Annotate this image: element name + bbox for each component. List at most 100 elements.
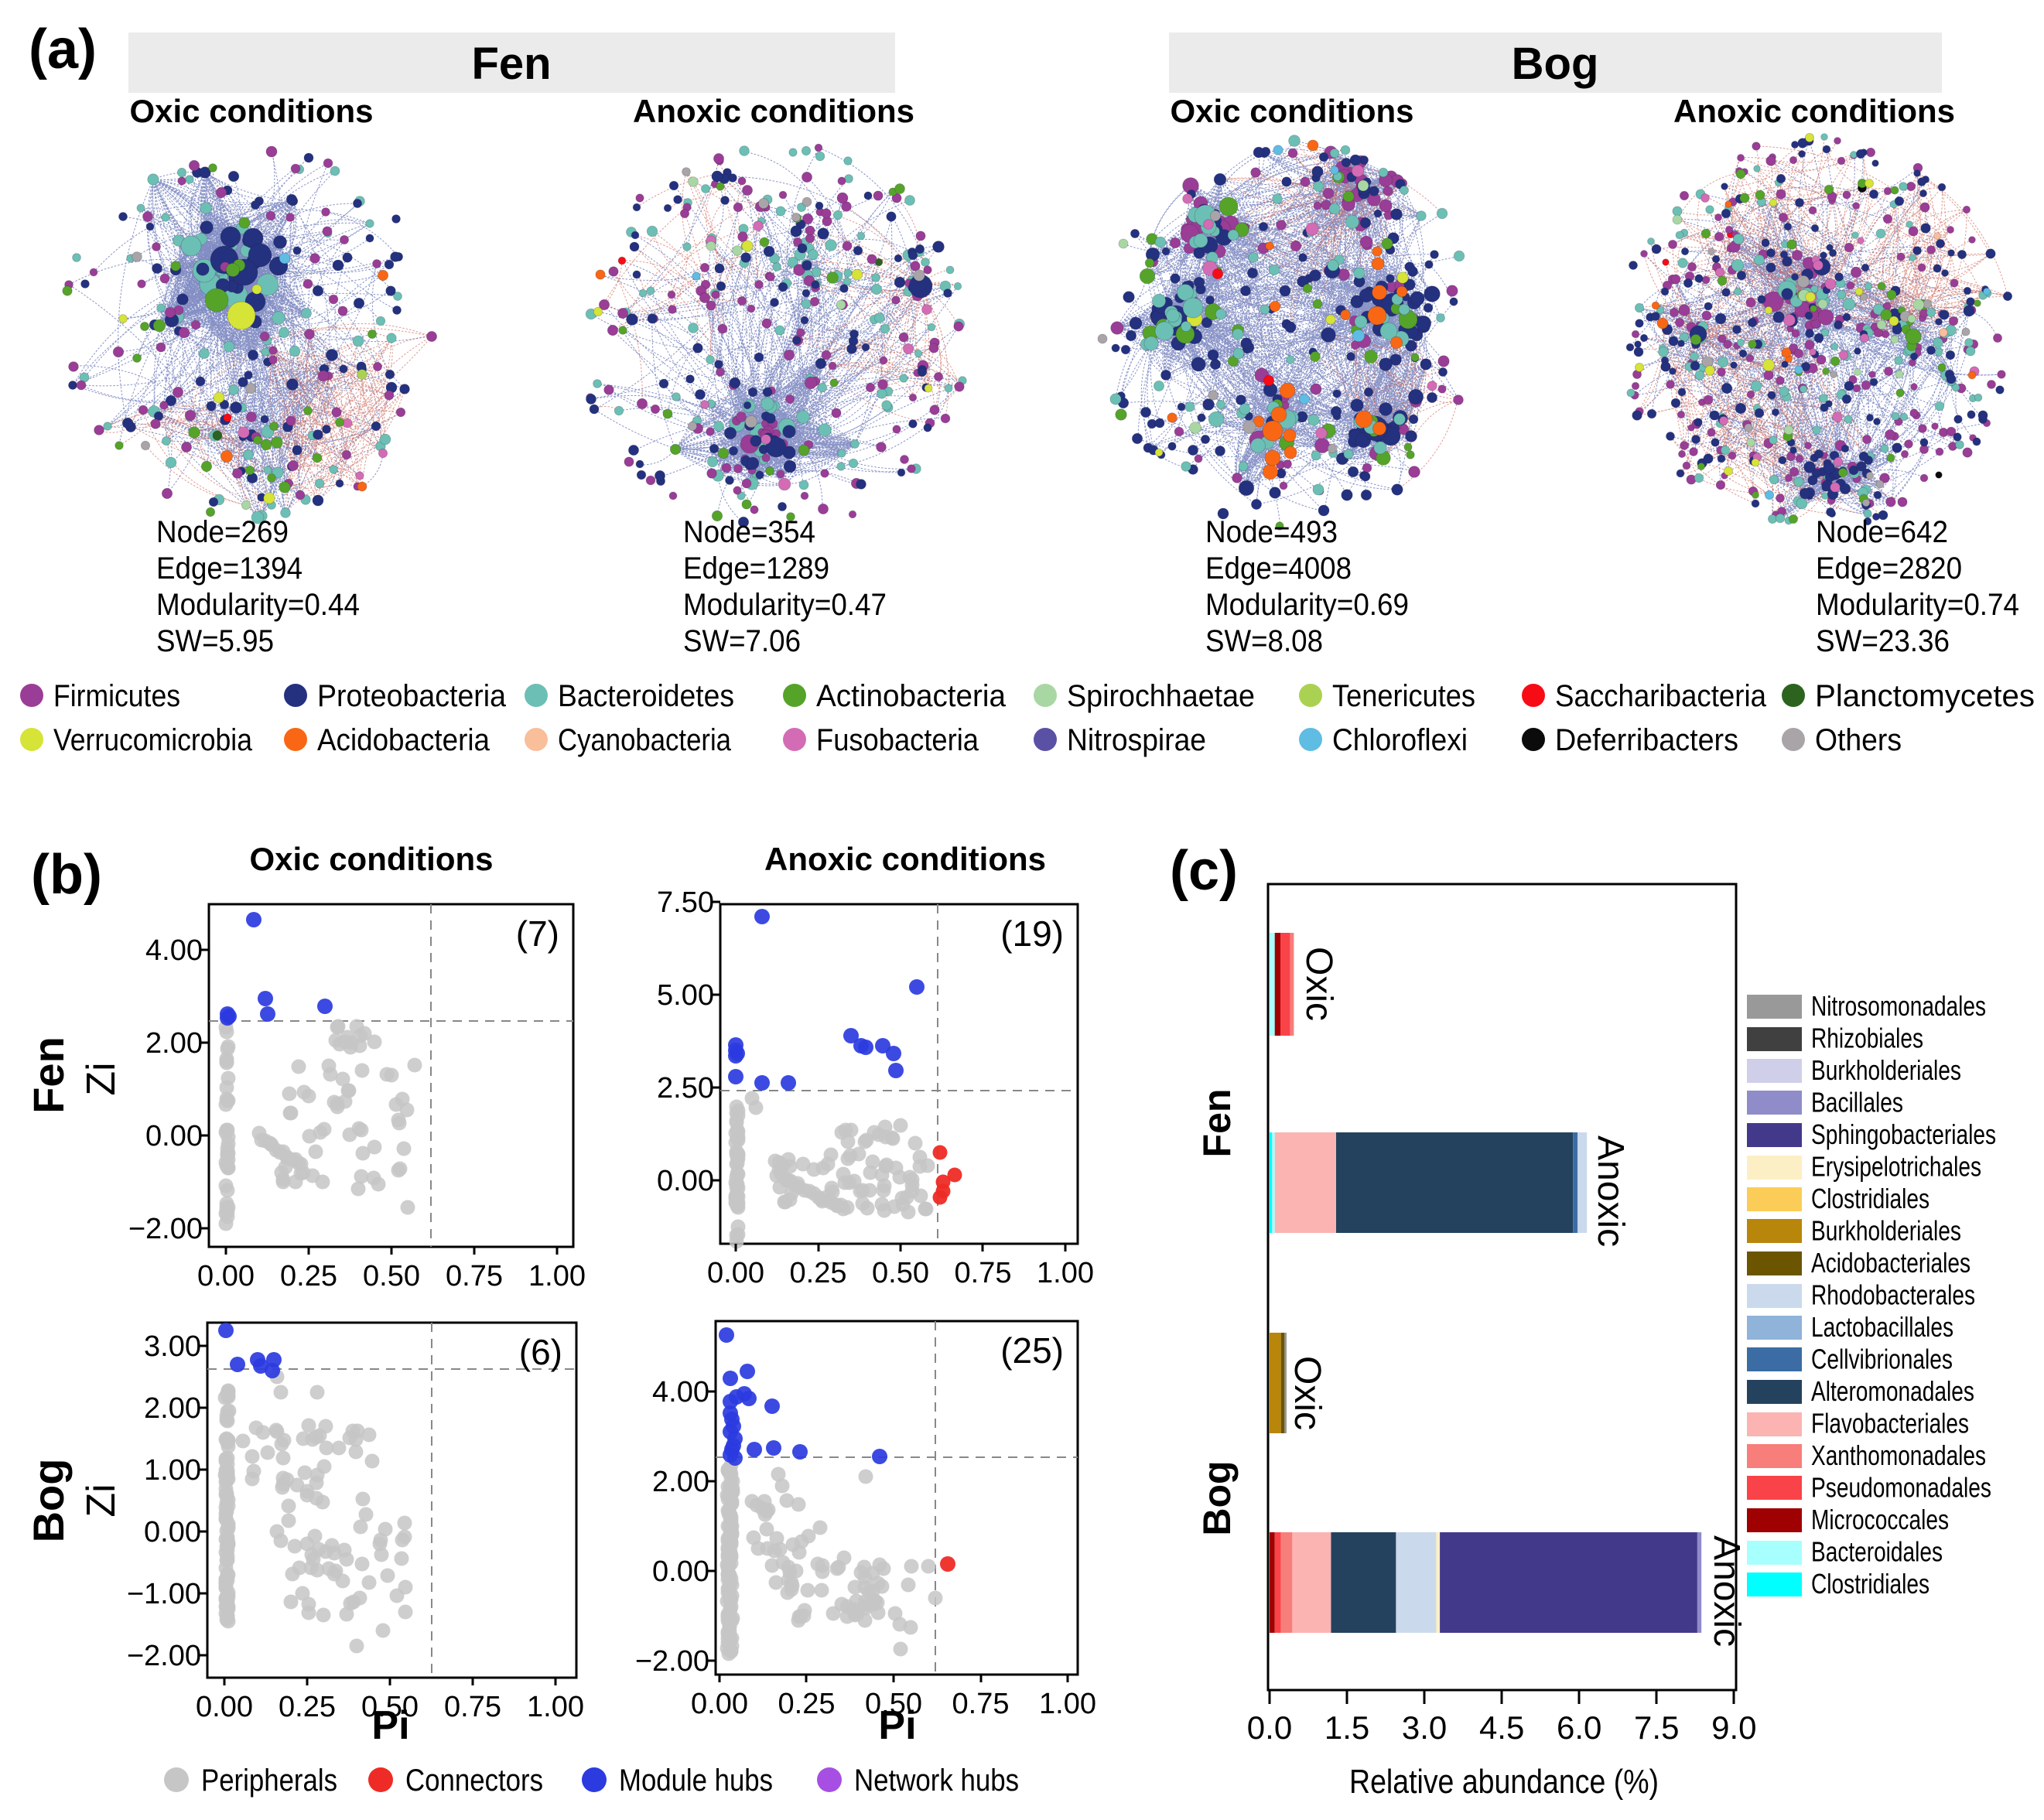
svg-text:2.00: 2.00 bbox=[652, 1466, 709, 1498]
svg-text:0.0: 0.0 bbox=[1247, 1709, 1292, 1746]
svg-text:0.00: 0.00 bbox=[197, 1260, 255, 1292]
svg-text:5.00: 5.00 bbox=[657, 979, 714, 1012]
svg-text:(19): (19) bbox=[1000, 913, 1064, 954]
svg-text:0.75: 0.75 bbox=[446, 1260, 503, 1292]
svg-text:1.00: 1.00 bbox=[144, 1454, 201, 1487]
svg-text:0.00: 0.00 bbox=[196, 1691, 253, 1723]
svg-text:Oxic conditions: Oxic conditions bbox=[249, 841, 493, 877]
svg-text:(25): (25) bbox=[1000, 1330, 1064, 1371]
svg-text:−1.00: −1.00 bbox=[127, 1578, 201, 1610]
svg-text:SW=23.36: SW=23.36 bbox=[1816, 624, 1950, 658]
svg-text:9.0: 9.0 bbox=[1711, 1709, 1756, 1746]
svg-text:Modularity=0.74: Modularity=0.74 bbox=[1816, 588, 2019, 622]
svg-text:Spirochhaetae: Spirochhaetae bbox=[1067, 679, 1255, 713]
svg-text:0.00: 0.00 bbox=[707, 1257, 764, 1289]
svg-text:Modularity=0.47: Modularity=0.47 bbox=[683, 588, 887, 622]
svg-text:Bog: Bog bbox=[24, 1459, 73, 1543]
svg-text:Edge=1394: Edge=1394 bbox=[156, 551, 302, 586]
svg-text:Pseudomonadales: Pseudomonadales bbox=[1811, 1472, 1991, 1504]
svg-text:0.50: 0.50 bbox=[865, 1688, 922, 1720]
svg-text:1.00: 1.00 bbox=[1039, 1688, 1096, 1720]
svg-text:0.75: 0.75 bbox=[952, 1688, 1010, 1720]
svg-text:7.5: 7.5 bbox=[1634, 1709, 1679, 1746]
svg-text:Anoxic conditions: Anoxic conditions bbox=[1673, 93, 1955, 129]
svg-text:Zi: Zi bbox=[79, 1484, 124, 1517]
svg-text:(b): (b) bbox=[31, 844, 102, 906]
svg-text:Edge=4008: Edge=4008 bbox=[1205, 551, 1352, 586]
svg-text:Anoxic conditions: Anoxic conditions bbox=[764, 841, 1046, 877]
svg-text:Fusobacteria: Fusobacteria bbox=[816, 723, 979, 757]
svg-text:−2.00: −2.00 bbox=[127, 1640, 201, 1672]
svg-text:Firmicutes: Firmicutes bbox=[53, 679, 180, 713]
svg-text:4.00: 4.00 bbox=[145, 934, 203, 967]
svg-text:Xanthomonadales: Xanthomonadales bbox=[1811, 1439, 1986, 1471]
svg-text:Oxic: Oxic bbox=[1298, 947, 1339, 1021]
svg-text:2.00: 2.00 bbox=[145, 1027, 203, 1060]
svg-text:(7): (7) bbox=[516, 913, 559, 954]
svg-text:Fen: Fen bbox=[1195, 1089, 1239, 1158]
svg-text:Sphingobacteriales: Sphingobacteriales bbox=[1811, 1118, 1996, 1150]
svg-text:SW=8.08: SW=8.08 bbox=[1205, 624, 1323, 658]
svg-text:Erysipelotrichales: Erysipelotrichales bbox=[1811, 1151, 1981, 1183]
svg-text:0.25: 0.25 bbox=[280, 1260, 337, 1292]
svg-text:Node=354: Node=354 bbox=[683, 515, 815, 549]
svg-text:4.00: 4.00 bbox=[652, 1376, 709, 1409]
svg-text:Planctomycetes: Planctomycetes bbox=[1815, 679, 2035, 713]
svg-text:0.25: 0.25 bbox=[778, 1688, 836, 1720]
svg-text:Zi: Zi bbox=[79, 1062, 124, 1095]
svg-text:0.00: 0.00 bbox=[657, 1165, 714, 1197]
svg-text:−2.00: −2.00 bbox=[635, 1645, 709, 1678]
svg-text:Alteromonadales: Alteromonadales bbox=[1811, 1375, 1974, 1407]
svg-text:Pi: Pi bbox=[371, 1703, 409, 1748]
svg-text:Deferribacters: Deferribacters bbox=[1555, 723, 1738, 757]
svg-text:(6): (6) bbox=[519, 1332, 562, 1372]
svg-text:0.75: 0.75 bbox=[955, 1257, 1012, 1289]
svg-text:Node=642: Node=642 bbox=[1816, 515, 1948, 549]
svg-text:Edge=2820: Edge=2820 bbox=[1816, 551, 1962, 586]
svg-text:Peripherals: Peripherals bbox=[201, 1764, 337, 1798]
svg-text:Verrucomicrobia: Verrucomicrobia bbox=[53, 723, 253, 757]
svg-text:6.0: 6.0 bbox=[1557, 1709, 1601, 1746]
svg-text:Bog: Bog bbox=[1195, 1460, 1239, 1535]
svg-text:0.00: 0.00 bbox=[691, 1688, 748, 1720]
svg-text:Bacteroidetes: Bacteroidetes bbox=[558, 679, 734, 713]
svg-text:3.00: 3.00 bbox=[144, 1330, 201, 1363]
svg-text:Edge=1289: Edge=1289 bbox=[683, 551, 829, 586]
svg-text:Acidobacteriales: Acidobacteriales bbox=[1811, 1247, 1971, 1279]
svg-text:Flavobacteriales: Flavobacteriales bbox=[1811, 1408, 1969, 1439]
svg-text:2.50: 2.50 bbox=[657, 1072, 714, 1105]
svg-text:Actinobacteria: Actinobacteria bbox=[816, 679, 1007, 713]
svg-text:Node=493: Node=493 bbox=[1205, 515, 1338, 549]
svg-text:Rhizobiales: Rhizobiales bbox=[1811, 1023, 1923, 1054]
svg-text:Nitrosomonadales: Nitrosomonadales bbox=[1811, 990, 1986, 1022]
svg-text:Lactobacillales: Lactobacillales bbox=[1811, 1311, 1953, 1343]
svg-text:1.5: 1.5 bbox=[1324, 1709, 1369, 1746]
svg-text:1.00: 1.00 bbox=[527, 1691, 584, 1723]
svg-text:Bacillales: Bacillales bbox=[1811, 1087, 1903, 1118]
svg-text:Acidobacteria: Acidobacteria bbox=[317, 723, 490, 757]
svg-text:7.50: 7.50 bbox=[657, 886, 714, 919]
svg-text:Chloroflexi: Chloroflexi bbox=[1332, 723, 1468, 757]
svg-text:4.5: 4.5 bbox=[1479, 1709, 1524, 1746]
svg-text:1.00: 1.00 bbox=[1037, 1257, 1094, 1289]
svg-text:0.50: 0.50 bbox=[361, 1691, 419, 1723]
svg-text:Node=269: Node=269 bbox=[156, 515, 289, 549]
svg-text:1.00: 1.00 bbox=[528, 1260, 586, 1292]
svg-text:−2.00: −2.00 bbox=[128, 1213, 203, 1245]
svg-text:Module hubs: Module hubs bbox=[619, 1764, 773, 1798]
svg-text:SW=7.06: SW=7.06 bbox=[683, 624, 801, 658]
svg-text:SW=5.95: SW=5.95 bbox=[156, 624, 274, 658]
svg-text:Bog: Bog bbox=[1512, 39, 1599, 89]
svg-text:Anoxic: Anoxic bbox=[1706, 1535, 1747, 1647]
svg-text:Network hubs: Network hubs bbox=[854, 1764, 1019, 1798]
svg-text:Oxic: Oxic bbox=[1287, 1356, 1328, 1430]
svg-text:Relative abundance (%): Relative abundance (%) bbox=[1349, 1763, 1659, 1801]
svg-text:Clostridiales: Clostridiales bbox=[1811, 1183, 1929, 1214]
svg-text:Rhodobacterales: Rhodobacterales bbox=[1811, 1279, 1975, 1311]
svg-text:0.50: 0.50 bbox=[872, 1257, 929, 1289]
svg-text:Clostridiales: Clostridiales bbox=[1811, 1568, 1929, 1600]
svg-text:Cyanobacteria: Cyanobacteria bbox=[558, 723, 732, 757]
svg-text:Cellvibrionales: Cellvibrionales bbox=[1811, 1344, 1953, 1375]
svg-text:Fen: Fen bbox=[24, 1036, 73, 1114]
svg-text:0.75: 0.75 bbox=[444, 1691, 501, 1723]
